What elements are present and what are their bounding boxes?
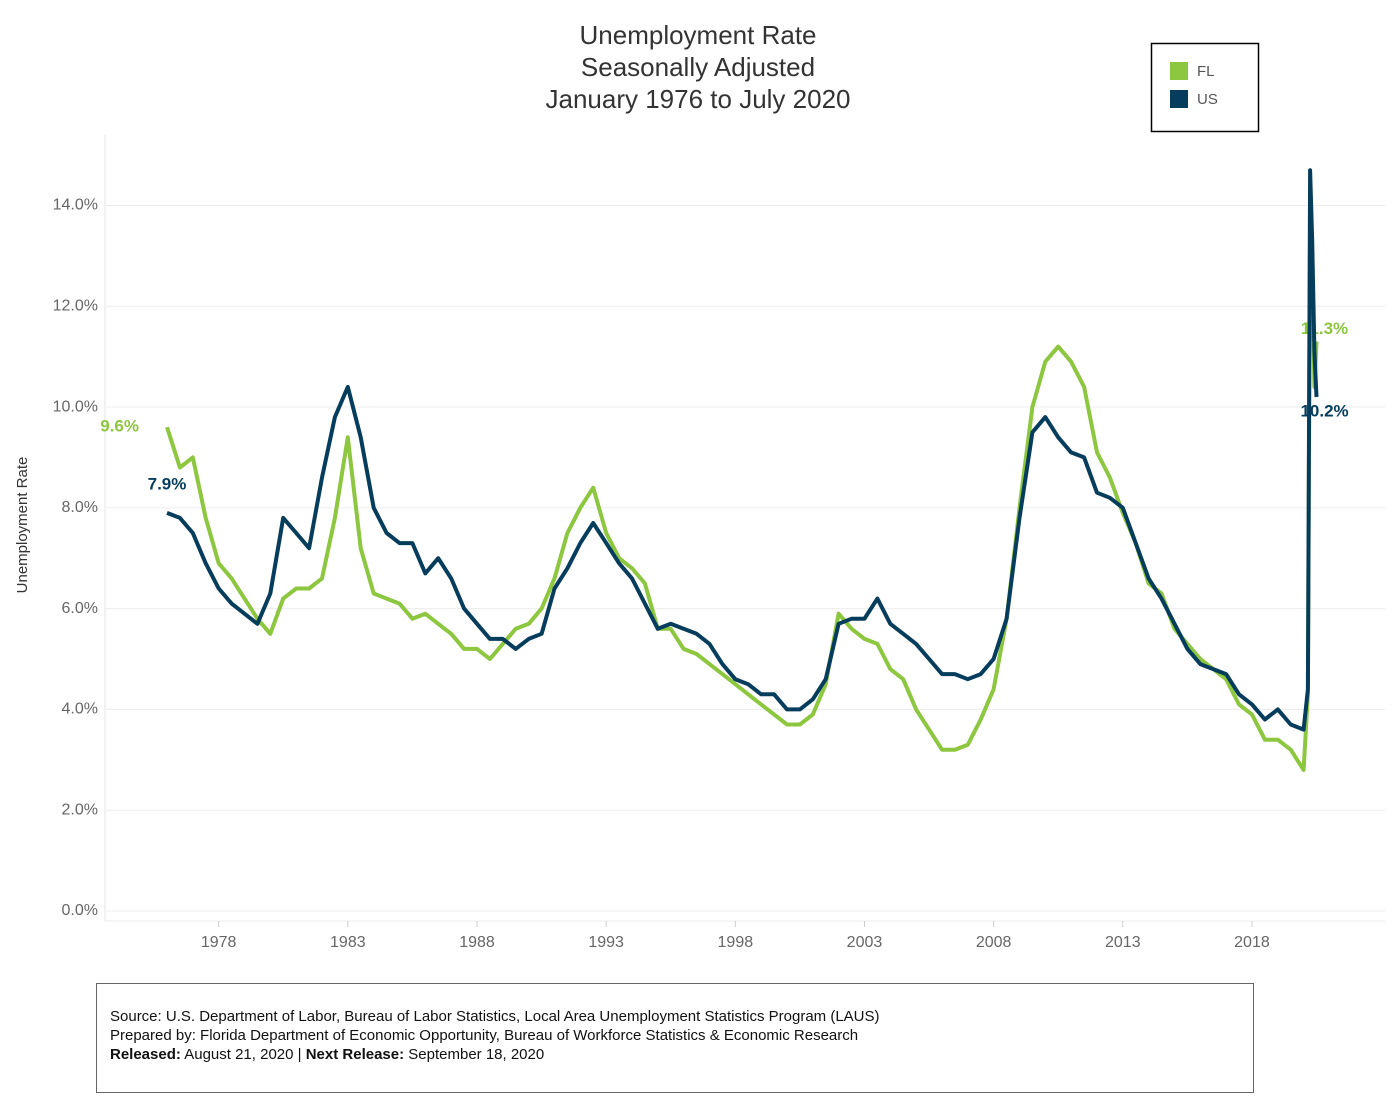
legend-swatch [1170,62,1188,80]
x-tick-label: 1983 [330,934,366,951]
chart-title: Seasonally Adjusted [581,52,815,82]
y-axis-label: Unemployment Rate [14,457,31,594]
y-tick-label: 2.0% [62,801,98,818]
x-tick-label: 2008 [976,934,1012,951]
x-tick-label: 1993 [588,934,624,951]
last-value-label: 10.2% [1300,401,1348,420]
legend-label: FL [1197,63,1215,80]
y-tick-label: 6.0% [62,600,98,617]
next-release-date: September 18, 2020 [408,1046,544,1063]
legend-swatch [1170,90,1188,108]
y-tick-label: 0.0% [62,902,98,919]
x-tick-label: 2013 [1105,934,1141,951]
chart-title: January 1976 to July 2020 [546,84,851,114]
footer-box [96,983,1254,1093]
series-line [165,213,1319,772]
x-tick-label: 2018 [1234,934,1270,951]
x-tick-label: 2003 [847,934,883,951]
chart-title: Unemployment Rate [580,20,817,50]
x-tick-label: 1988 [459,934,495,951]
y-tick-label: 8.0% [62,499,98,516]
y-tick-label: 12.0% [53,297,98,314]
legend-box [1150,42,1260,133]
legend: FL US [1170,62,1218,108]
series-line [166,168,1319,732]
release-note: Released: August 21, 2020 | Next Release… [110,1046,544,1063]
y-tick-label: 4.0% [62,701,98,718]
prepared-note: Prepared by: Florida Department of Econo… [110,1027,858,1044]
first-value-label: 9.6% [100,417,139,436]
first-value-label: 7.9% [148,474,187,493]
source-note: Source: U.S. Department of Labor, Bureau… [110,1008,880,1025]
released-label: Released: [110,1046,181,1063]
x-tick-label: 1978 [201,934,237,951]
next-release-label: Next Release: [306,1046,404,1063]
released-date: August 21, 2020 | [184,1046,301,1063]
x-tick-label: 1998 [718,934,754,951]
y-tick-label: 10.0% [53,398,98,415]
legend-label: US [1197,91,1218,108]
y-tick-label: 14.0% [53,197,98,214]
